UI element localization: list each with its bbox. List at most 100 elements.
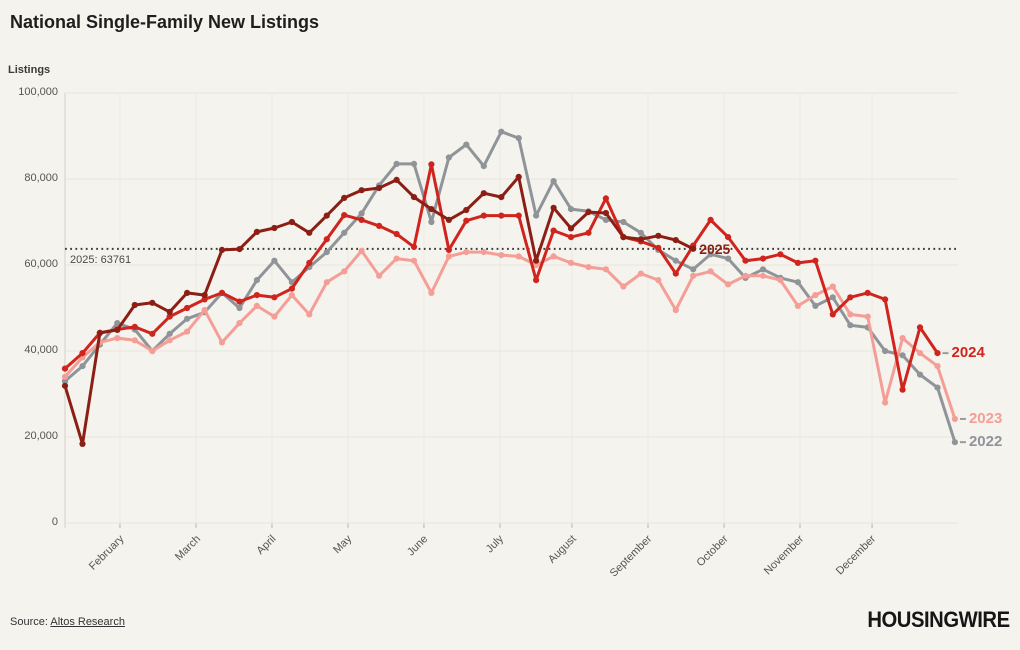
data-point	[341, 229, 348, 236]
data-point	[899, 352, 906, 359]
data-point	[515, 253, 522, 260]
data-point	[184, 315, 191, 322]
source-prefix: Source:	[10, 616, 51, 628]
data-point	[794, 259, 802, 266]
data-point	[602, 195, 610, 202]
data-point	[655, 277, 662, 284]
data-point	[480, 249, 487, 256]
data-point	[882, 296, 889, 303]
data-point	[567, 234, 575, 241]
data-point	[445, 246, 452, 253]
data-point	[812, 257, 819, 264]
data-point	[166, 330, 173, 337]
data-point	[829, 294, 836, 301]
data-point	[323, 279, 330, 286]
data-point	[480, 163, 487, 170]
data-point	[166, 308, 173, 315]
data-point	[393, 176, 400, 183]
data-point	[288, 218, 295, 226]
series-markers-2025	[61, 173, 697, 447]
y-tick-label: 40,000	[24, 344, 58, 356]
data-point	[253, 228, 260, 235]
data-point	[794, 302, 802, 309]
data-point	[533, 257, 540, 264]
data-point	[899, 335, 906, 342]
data-point	[463, 141, 470, 148]
data-point	[323, 236, 330, 243]
data-point	[393, 160, 400, 167]
data-point	[498, 212, 505, 219]
data-point	[288, 285, 295, 292]
data-point	[428, 289, 435, 296]
data-point	[620, 218, 627, 226]
data-point	[184, 304, 191, 312]
data-point	[463, 249, 470, 256]
data-point	[114, 335, 121, 342]
y-axis-title: Listings	[8, 64, 51, 76]
data-point	[864, 289, 871, 296]
data-point	[306, 229, 313, 236]
data-point	[218, 246, 226, 253]
data-point	[585, 264, 592, 271]
data-point	[201, 296, 208, 303]
y-tick-label: 80,000	[24, 172, 58, 184]
data-point	[620, 283, 627, 290]
data-point	[533, 212, 540, 219]
data-point	[725, 255, 732, 262]
housingwire-logo: HOUSINGWIRE	[867, 607, 1011, 632]
data-point	[916, 350, 924, 357]
data-point	[131, 301, 138, 309]
data-point	[131, 323, 138, 330]
data-point	[707, 268, 714, 275]
data-point	[288, 292, 295, 299]
data-point	[463, 206, 470, 214]
source-line: Source: Altos Research	[10, 616, 125, 628]
y-tick-label: 0	[51, 516, 58, 528]
data-point	[602, 216, 610, 223]
data-point	[149, 330, 156, 337]
data-point	[184, 328, 191, 335]
data-point	[61, 378, 69, 385]
data-point	[882, 347, 889, 355]
data-point	[585, 209, 592, 216]
data-point	[341, 268, 348, 275]
data-point	[253, 277, 260, 284]
data-point	[777, 251, 784, 258]
source-link[interactable]: Altos Research	[50, 616, 125, 628]
data-point	[934, 350, 941, 357]
data-point	[934, 384, 941, 391]
data-point	[672, 237, 679, 244]
data-point	[742, 272, 749, 279]
data-point	[550, 253, 557, 260]
data-point	[166, 337, 173, 344]
data-point	[725, 234, 732, 241]
series-line-2022	[63, 130, 957, 444]
data-point	[236, 298, 243, 305]
data-point	[934, 363, 941, 370]
series-end-label-2023: 2023	[968, 409, 1003, 427]
data-point	[951, 439, 959, 446]
data-point	[61, 373, 69, 380]
data-point	[166, 313, 173, 320]
data-point	[602, 266, 610, 273]
data-point	[445, 154, 452, 161]
data-point	[253, 302, 260, 309]
data-point	[550, 204, 557, 211]
data-point	[445, 216, 452, 223]
data-point	[602, 209, 610, 217]
data-point	[358, 210, 365, 217]
series-markers-2023	[61, 247, 959, 422]
data-point	[253, 292, 260, 299]
data-point	[707, 216, 714, 223]
data-point	[882, 399, 889, 406]
data-point	[550, 227, 557, 234]
data-point	[812, 292, 819, 299]
data-point	[271, 257, 278, 264]
data-point	[428, 206, 435, 213]
data-point	[376, 184, 383, 192]
data-point	[149, 299, 156, 306]
reference-line-annotation: 2025: 63761	[70, 253, 132, 266]
data-point	[480, 190, 487, 197]
y-tick-label: 100,000	[18, 86, 58, 98]
